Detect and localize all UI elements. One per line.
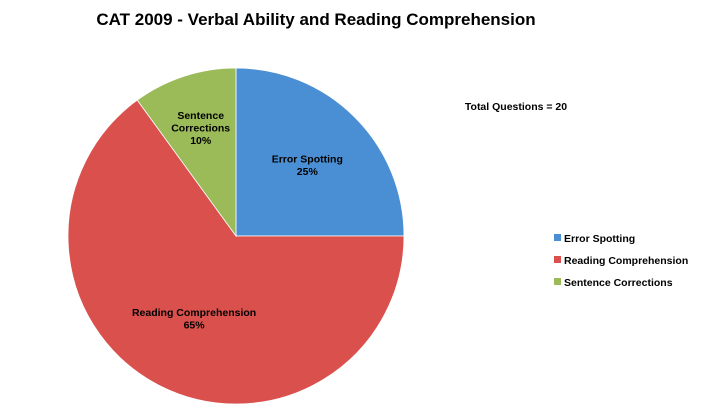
legend-swatch-sentence-corrections xyxy=(554,278,561,285)
total-questions-note: Total Questions = 20 xyxy=(465,101,567,113)
legend: Error Spotting Reading Comprehension Sente… xyxy=(554,233,688,289)
legend-swatch-error-spotting xyxy=(554,234,561,241)
pie-slice-labels: Error Spotting 25% Reading Comprehension 65… xyxy=(132,110,343,332)
slice-label-sentence-corrections: Sentence Corrections 10% xyxy=(171,110,230,147)
legend-label-error-spotting: Error Spotting xyxy=(564,233,635,245)
pie-slice-error-spotting xyxy=(235,67,405,237)
pie-slices xyxy=(67,67,405,405)
pie-slice-reading-comprehension xyxy=(67,99,405,405)
pie-slice-sentence-corrections xyxy=(136,67,237,238)
slice-label-reading-comprehension: Reading Comprehension 65% xyxy=(132,307,256,332)
legend-label-sentence-corrections: Sentence Corrections xyxy=(564,277,673,289)
legend-swatch-reading-comprehension xyxy=(554,256,561,263)
slice-label-error-spotting: Error Spotting 25% xyxy=(272,154,343,179)
legend-label-reading-comprehension: Reading Comprehension xyxy=(564,255,688,267)
chart-title: CAT 2009 - Verbal Ability and Reading Co… xyxy=(96,10,535,29)
